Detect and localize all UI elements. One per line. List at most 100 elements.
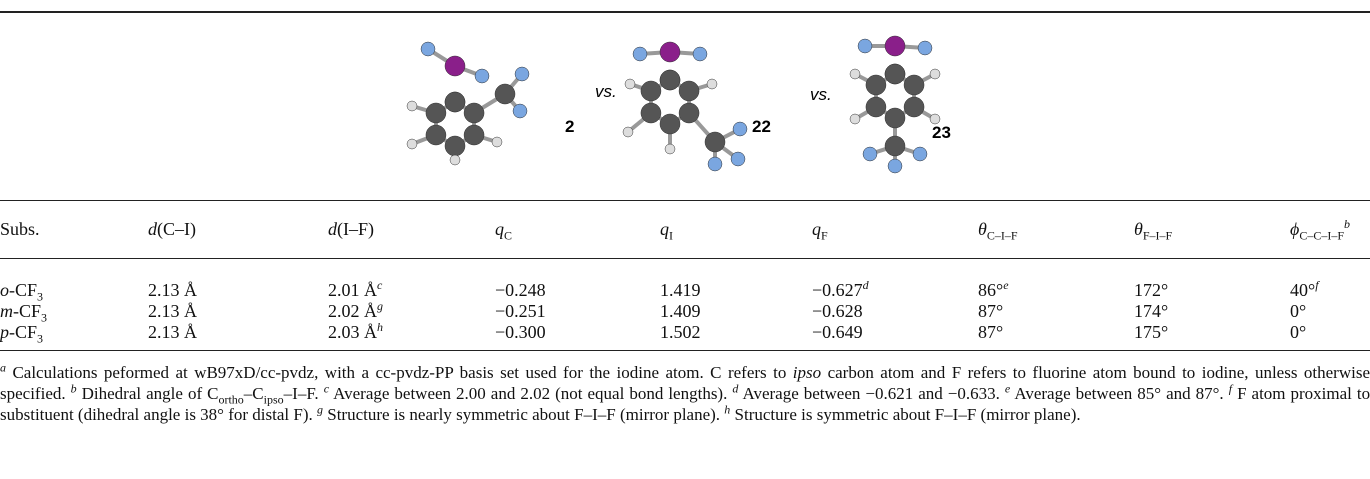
atom	[866, 97, 886, 117]
text: 86°	[978, 280, 1003, 300]
atom	[693, 47, 707, 61]
italic-text: ϕ	[1290, 219, 1299, 239]
superscript: e	[1003, 278, 1008, 292]
atom	[679, 81, 699, 101]
table-cell: −0.251	[495, 301, 546, 322]
table-cell: 0°	[1290, 301, 1306, 322]
text: -CF	[9, 322, 37, 342]
atom	[492, 137, 502, 147]
text: −0.649	[812, 322, 863, 342]
table-cell: 0°	[1290, 322, 1306, 343]
text: -CF	[9, 280, 37, 300]
footnote-mark: b	[71, 381, 77, 395]
atom	[464, 103, 484, 123]
table-cell: p-CF3	[0, 322, 43, 343]
page: Table html, body { margin: 0; padding: 0…	[0, 0, 1370, 479]
atom	[885, 64, 905, 84]
atom	[707, 79, 717, 89]
atom	[407, 139, 417, 149]
compound-label: 23	[932, 123, 951, 142]
superscript: f	[1315, 278, 1318, 292]
atom	[445, 56, 465, 76]
atom	[445, 92, 465, 112]
text: 175°	[1134, 322, 1168, 342]
subscript: I	[669, 229, 673, 243]
atom	[623, 127, 633, 137]
text: −0.627	[812, 280, 863, 300]
table-cell: −0.248	[495, 280, 546, 301]
text: Average between 85° and 87°.	[1014, 384, 1223, 403]
atom	[665, 144, 675, 154]
atom	[475, 69, 489, 83]
compound-label: 2	[565, 117, 574, 136]
text: 172°	[1134, 280, 1168, 300]
text: -CF	[13, 301, 41, 321]
atom	[913, 147, 927, 161]
table-cell: 1.502	[660, 322, 701, 343]
atom	[850, 114, 860, 124]
text: Subs.	[0, 219, 40, 239]
atom	[708, 157, 722, 171]
italic-text: d	[328, 219, 337, 239]
footnote: g Structure is nearly symmetric about F–…	[317, 405, 720, 424]
footnote-mark: a	[0, 360, 6, 374]
atom	[641, 103, 661, 123]
separator: vs.	[595, 82, 617, 101]
atom	[904, 75, 924, 95]
atom	[731, 152, 745, 166]
atom	[885, 36, 905, 56]
atom	[633, 47, 647, 61]
italic-text: q	[495, 219, 504, 239]
table-cell: −0.627d	[812, 280, 869, 301]
footnote-mark: e	[1005, 381, 1010, 395]
superscript: b	[1344, 217, 1350, 231]
header-cell: qI	[660, 219, 673, 240]
atom	[904, 97, 924, 117]
text: −0.251	[495, 301, 546, 321]
atom	[866, 75, 886, 95]
table-bottom-rule	[0, 350, 1370, 351]
atom	[733, 122, 747, 136]
table-cell: 87°	[978, 301, 1003, 322]
atom	[679, 103, 699, 123]
table-cell: 2.13 Å	[148, 322, 197, 343]
header-cell: qC	[495, 219, 512, 240]
atom	[660, 114, 680, 134]
atom	[625, 79, 635, 89]
table-cell: 2.13 Å	[148, 301, 197, 322]
header-cell: d(I–F)	[328, 219, 374, 240]
text: 1.502	[660, 322, 701, 342]
page-body: {"figure": {"compounds": ["2", "22", "23…	[0, 0, 1370, 479]
atom	[407, 101, 417, 111]
text: 1.419	[660, 280, 701, 300]
text: 0°	[1290, 322, 1306, 342]
atom	[850, 69, 860, 79]
text: −0.628	[812, 301, 863, 321]
italic-text: ipso	[793, 363, 821, 382]
atom	[421, 42, 435, 56]
subscript: C	[504, 229, 512, 243]
atom	[426, 125, 446, 145]
table-cell: 2.13 Å	[148, 280, 197, 301]
italic-text: q	[812, 219, 821, 239]
table-cell: 1.409	[660, 301, 701, 322]
italic-text: θ	[978, 219, 987, 239]
text: –I–F.	[284, 384, 319, 403]
header-cell: ϕC–C–I–Fb	[1290, 219, 1350, 240]
superscript: h	[377, 320, 383, 334]
superscript: d	[863, 278, 869, 292]
atom	[888, 159, 902, 173]
atom	[515, 67, 529, 81]
atom	[858, 39, 872, 53]
atom	[863, 147, 877, 161]
table-cell: 172°	[1134, 280, 1168, 301]
table-cell: 86°e	[978, 280, 1009, 301]
footnote: e Average between 85° and 87°.	[1005, 384, 1224, 403]
text: 2.02 Å	[328, 301, 377, 321]
text: 2.13 Å	[148, 322, 197, 342]
superscript: c	[377, 278, 382, 292]
footnotes: a Calculations peformed at wB97xD/cc-pvd…	[0, 362, 1370, 425]
table-cell: 2.03 Åh	[328, 322, 383, 343]
footnote-mark: h	[724, 402, 730, 416]
separator: vs.	[810, 85, 832, 104]
